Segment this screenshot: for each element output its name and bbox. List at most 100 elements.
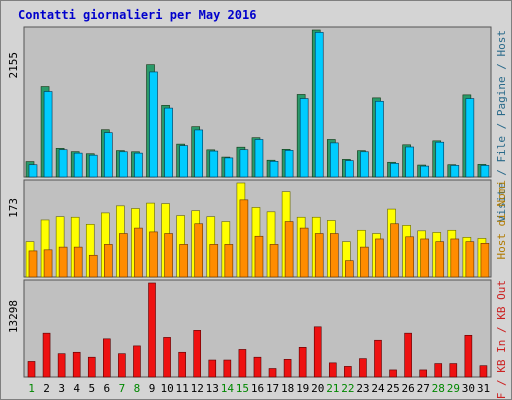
bar-kb (419, 369, 427, 378)
bar-pages (390, 163, 399, 178)
x-tick-label: 31 (477, 382, 490, 395)
bar-kb (374, 339, 382, 378)
bar-kb (238, 349, 247, 378)
bar-kb (57, 353, 66, 378)
x-tick-label: 8 (134, 382, 141, 395)
y-max-label-3: 13298 (7, 300, 20, 333)
x-tick-label: 22 (341, 382, 354, 395)
x-tick-label: 27 (417, 382, 430, 395)
bar-kb (464, 334, 473, 378)
chart-title: Contatti giornalieri per May 2016 (18, 8, 257, 22)
bar-kb (298, 347, 307, 378)
bar-pages (134, 152, 143, 178)
bar-host-orange (104, 244, 113, 278)
bar-pages (28, 164, 38, 178)
bar-kb (449, 363, 458, 378)
bar-kb (103, 338, 111, 378)
bar-kb (208, 359, 217, 378)
bar-host-orange (360, 246, 369, 278)
x-tick-label: 10 (160, 382, 173, 395)
x-tick-label: 21 (326, 382, 339, 395)
bar-kb (434, 363, 443, 378)
bar-pages (299, 98, 309, 178)
bar-kb (148, 282, 156, 378)
x-tick-label: 30 (462, 382, 475, 395)
bar-kb (344, 366, 352, 378)
x-tick-label: 20 (311, 382, 324, 395)
bar-pages (254, 139, 264, 178)
bar-host-orange (239, 199, 249, 278)
x-tick-label: 3 (58, 382, 65, 395)
bar-pages (360, 151, 369, 178)
bar-kb (389, 369, 397, 378)
bar-host-orange (450, 238, 460, 278)
bar-pages (435, 141, 445, 178)
bar-host-orange (149, 231, 158, 278)
bar-host-orange (58, 246, 68, 278)
bar-pages (465, 98, 475, 178)
bar-host-orange (420, 238, 429, 278)
x-tick-label: 24 (371, 382, 385, 395)
bar-host-orange (329, 233, 339, 278)
bar-kb (193, 330, 202, 378)
bar-pages (480, 165, 490, 178)
bar-host-orange (88, 254, 98, 278)
bar-pages (405, 146, 414, 178)
right-axis-middle-label: Host di Nomi (495, 180, 508, 259)
bar-pages (73, 152, 83, 178)
bar-kb (87, 356, 96, 378)
bar-host-orange (390, 223, 399, 278)
bar-host-orange (73, 246, 83, 278)
bar-pages (119, 151, 128, 178)
bar-host-orange (269, 244, 279, 278)
y-max-label-1: 2155 (7, 52, 20, 79)
x-tick-label: 11 (176, 382, 189, 395)
bar-pages (345, 160, 354, 178)
bar-pages (269, 161, 279, 178)
x-tick-label: 1 (28, 382, 35, 395)
bar-kb (268, 368, 277, 378)
x-tick-label: 25 (386, 382, 399, 395)
bar-pages (375, 100, 384, 178)
bar-pages (314, 32, 324, 178)
bar-pages (104, 132, 113, 178)
x-tick-label: 17 (266, 382, 279, 395)
bar-pages (224, 157, 234, 178)
x-tick-label: 6 (104, 382, 111, 395)
bar-host-orange (209, 244, 219, 278)
bar-kb (72, 351, 81, 378)
bar-pages (164, 107, 173, 178)
bar-kb (223, 359, 232, 378)
bar-host-orange (480, 243, 490, 278)
bar-host-orange (465, 241, 475, 278)
bar-pages (420, 165, 429, 178)
bar-pages (179, 145, 188, 178)
x-tick-label: 29 (447, 382, 460, 395)
bar-host-orange (284, 221, 294, 278)
right-axis-top-label: Visite / File / Pagine / Host (495, 30, 508, 222)
bar-pages (58, 149, 68, 178)
bar-kb (328, 362, 337, 378)
bar-host-orange (119, 233, 128, 278)
bar-pages (43, 91, 53, 178)
x-tick-label: 26 (402, 382, 415, 395)
bar-kb (118, 353, 126, 378)
bar-host-orange (254, 235, 264, 278)
bar-pages (194, 129, 204, 178)
x-tick-label: 7 (119, 382, 126, 395)
bar-host-orange (28, 250, 38, 278)
bar-kb (479, 365, 488, 378)
bar-kb (133, 345, 141, 378)
bar-host-orange (179, 244, 188, 278)
bar-kb (359, 358, 367, 378)
bar-pages (209, 150, 219, 178)
right-axis-bottom-label: KB F / KB In / KB Out (495, 280, 508, 400)
x-tick-label: 12 (191, 382, 204, 395)
x-tick-label: 15 (236, 382, 249, 395)
x-tick-label: 28 (432, 382, 445, 395)
x-tick-label: 4 (73, 382, 80, 395)
bar-host-orange (345, 260, 354, 278)
bar-pages (450, 165, 460, 178)
bar-kb (178, 351, 186, 378)
